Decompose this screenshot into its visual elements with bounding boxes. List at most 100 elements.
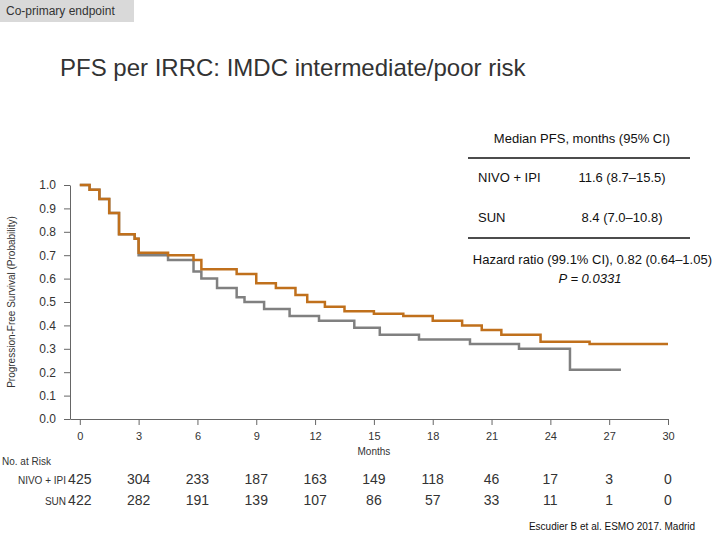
y-tick: 0.4 — [39, 319, 70, 333]
y-axis-line — [70, 186, 71, 420]
x-tick-label: 30 — [662, 430, 674, 442]
x-tick-mark — [433, 419, 434, 425]
x-tick: 0 — [77, 419, 83, 442]
y-tick: 0.9 — [39, 202, 70, 216]
y-tick-label: 0.7 — [39, 249, 56, 263]
y-tick-mark — [64, 349, 70, 350]
title: PFS per IRRC: IMDC intermediate/poor ris… — [60, 54, 526, 81]
y-tick-label: 0.9 — [39, 202, 56, 216]
risk-count: 422 — [68, 492, 92, 508]
y-tick-label: 0.3 — [39, 342, 56, 356]
y-tick-mark — [64, 325, 70, 326]
y-tick-mark — [64, 185, 70, 186]
x-tick-label: 15 — [368, 430, 380, 442]
header: Co-primary endpoint — [6, 4, 115, 18]
x-tick-label: 9 — [254, 430, 260, 442]
risk-count: 1 — [605, 492, 613, 508]
median-table-value: 11.6 (8.7–15.5) — [578, 170, 665, 185]
risk-count: 425 — [68, 471, 92, 487]
y-axis-title: Progression-Free Survival (Probability) — [6, 216, 17, 388]
x-tick-mark — [374, 419, 375, 425]
y-tick: 0.0 — [39, 412, 70, 426]
median-table-rule — [468, 157, 690, 159]
x-tick-mark — [197, 419, 198, 425]
x-tick-mark — [492, 419, 493, 425]
risk-count: 17 — [543, 471, 559, 487]
risk-table-title: No. at Risk — [2, 456, 52, 467]
y-tick: 0.7 — [39, 249, 70, 263]
x-tick-mark — [315, 419, 316, 425]
x-tick-label: 27 — [604, 430, 616, 442]
median-table-title: Median PFS, months (95% CI) — [494, 131, 670, 146]
x-tick-mark — [550, 419, 551, 425]
y-tick-mark — [64, 396, 70, 397]
x-tick-label: 3 — [136, 430, 142, 442]
risk-count: 57 — [425, 492, 441, 508]
risk-table-arm: NIVO + IPI — [18, 475, 66, 486]
chart: Co-primary endpoint PFS per IRRC: IMDC in… — [0, 0, 720, 540]
y-tick-label: 0.0 — [39, 412, 56, 426]
y-tick-mark — [64, 232, 70, 233]
y-tick-label: 0.5 — [39, 295, 56, 309]
y-tick-label: 0.6 — [39, 272, 56, 286]
y-tick: 0.6 — [39, 272, 70, 286]
x-tick-label: 18 — [427, 430, 439, 442]
x-tick: 30 — [662, 419, 674, 442]
median-table-value: 8.4 (7.0–10.8) — [582, 210, 663, 225]
y-tick-mark — [64, 255, 70, 256]
x-tick: 21 — [486, 419, 498, 442]
x-axis-line — [71, 419, 669, 420]
y-tick: 0.2 — [39, 366, 70, 380]
risk-count: 118 — [422, 471, 445, 487]
x-tick-mark — [80, 419, 81, 425]
risk-count: 233 — [186, 471, 210, 487]
risk-count: 86 — [366, 492, 382, 508]
x-tick-label: 6 — [195, 430, 201, 442]
risk-count: 107 — [303, 492, 327, 508]
y-tick-label: 1.0 — [39, 178, 56, 192]
x-tick: 12 — [309, 419, 321, 442]
x-axis-title: Months — [358, 446, 391, 457]
y-tick-mark — [64, 279, 70, 280]
x-tick-mark — [609, 419, 610, 425]
risk-count: 149 — [362, 471, 386, 487]
risk-count: 282 — [127, 492, 151, 508]
risk-count: 191 — [186, 492, 210, 508]
median-table-arm: SUN — [478, 210, 505, 225]
risk-count: 0 — [664, 492, 672, 508]
x-tick-label: 21 — [486, 430, 498, 442]
y-tick-label: 0.2 — [39, 366, 56, 380]
risk-table-arm: SUN — [45, 496, 66, 507]
x-tick: 18 — [427, 419, 439, 442]
x-tick-mark — [256, 419, 257, 425]
x-tick: 6 — [195, 419, 201, 442]
y-tick-mark — [64, 302, 70, 303]
risk-count: 3 — [605, 471, 613, 487]
y-tick-label: 0.1 — [39, 389, 56, 403]
x-tick-label: 12 — [309, 430, 321, 442]
x-tick: 15 — [368, 419, 380, 442]
source: Escudier B et al. ESMO 2017. Madrid — [529, 521, 695, 532]
annotation: Hazard ratio (99.1% CI), 0.82 (0.64–1.05… — [473, 252, 712, 267]
x-tick-label: 0 — [77, 430, 83, 442]
x-tick-mark — [139, 419, 140, 425]
x-axis: 0 3 6 9 12 15 18 21 24 27 30 — [71, 419, 675, 442]
risk-count: 187 — [245, 471, 269, 487]
risk-count: 304 — [127, 471, 151, 487]
x-tick: 24 — [545, 419, 557, 442]
y-tick-mark — [64, 372, 70, 373]
risk-count: 163 — [303, 471, 327, 487]
header-box — [0, 0, 134, 22]
y-tick: 0.8 — [39, 225, 70, 239]
x-tick: 9 — [254, 419, 260, 442]
y-tick-mark — [64, 208, 70, 209]
y-tick: 0.3 — [39, 342, 70, 356]
median-table-rule — [468, 237, 690, 239]
median-table-arm: NIVO + IPI — [478, 170, 541, 185]
y-tick: 0.1 — [39, 389, 70, 403]
x-tick: 3 — [136, 419, 142, 442]
x-tick: 27 — [604, 419, 616, 442]
annotation: P = 0.0331 — [559, 271, 622, 286]
y-tick: 0.5 — [39, 295, 70, 309]
y-tick-label: 0.8 — [39, 225, 56, 239]
